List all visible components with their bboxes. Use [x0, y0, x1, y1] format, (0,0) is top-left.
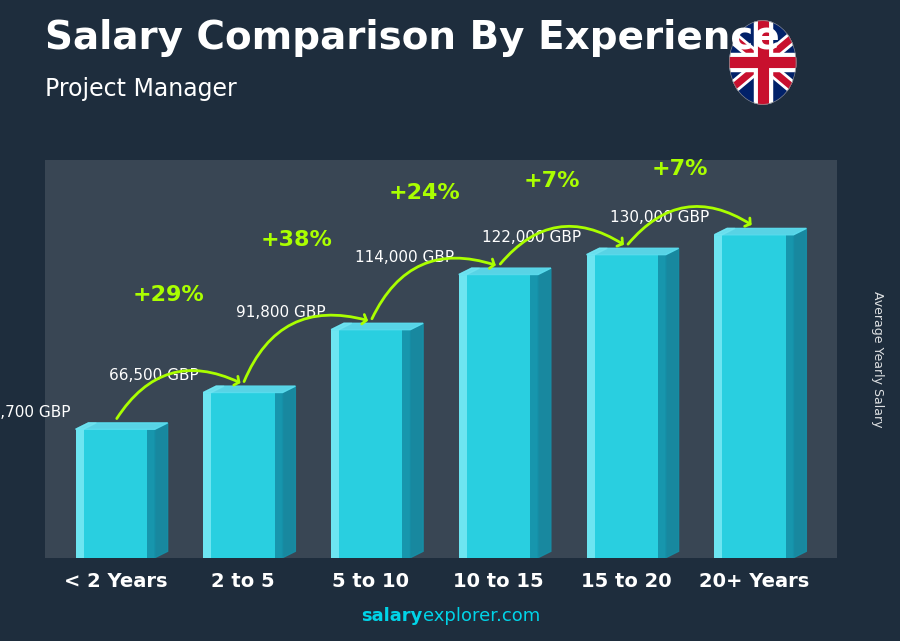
Text: 51,700 GBP: 51,700 GBP — [0, 404, 70, 420]
Polygon shape — [666, 248, 679, 558]
Bar — [786, 235, 794, 558]
Bar — [203, 392, 283, 558]
Polygon shape — [331, 323, 352, 329]
Bar — [331, 329, 410, 558]
Bar — [147, 429, 155, 558]
Bar — [402, 329, 410, 558]
Polygon shape — [538, 268, 551, 558]
Bar — [459, 274, 467, 558]
Text: 130,000 GBP: 130,000 GBP — [610, 210, 709, 225]
Polygon shape — [331, 323, 423, 329]
Polygon shape — [76, 423, 167, 429]
Text: +24%: +24% — [389, 183, 460, 203]
Text: 66,500 GBP: 66,500 GBP — [109, 368, 198, 383]
Polygon shape — [76, 423, 96, 429]
Polygon shape — [459, 268, 551, 274]
Polygon shape — [715, 228, 806, 235]
Polygon shape — [155, 423, 167, 558]
Bar — [587, 254, 595, 558]
Bar — [76, 429, 155, 558]
Bar — [274, 392, 283, 558]
Polygon shape — [794, 228, 806, 558]
Bar — [658, 254, 666, 558]
Text: explorer.com: explorer.com — [423, 607, 540, 625]
Polygon shape — [459, 268, 480, 274]
Text: Average Yearly Salary: Average Yearly Salary — [871, 291, 884, 427]
Text: Salary Comparison By Experience: Salary Comparison By Experience — [45, 19, 779, 57]
Bar — [459, 274, 538, 558]
Polygon shape — [283, 386, 295, 558]
Polygon shape — [587, 248, 608, 254]
Text: Project Manager: Project Manager — [45, 77, 237, 101]
Text: salary: salary — [362, 607, 423, 625]
Text: 114,000 GBP: 114,000 GBP — [355, 250, 454, 265]
Text: +7%: +7% — [652, 159, 708, 179]
Polygon shape — [203, 386, 224, 392]
Bar — [715, 235, 794, 558]
Text: +7%: +7% — [524, 171, 580, 191]
Bar — [76, 429, 84, 558]
Text: +38%: +38% — [261, 230, 333, 250]
Bar — [530, 274, 538, 558]
Bar — [715, 235, 723, 558]
Polygon shape — [410, 323, 423, 558]
Bar — [203, 392, 212, 558]
Polygon shape — [203, 386, 295, 392]
Polygon shape — [587, 248, 679, 254]
Text: 122,000 GBP: 122,000 GBP — [482, 230, 581, 245]
Text: +29%: +29% — [133, 285, 205, 305]
Polygon shape — [715, 228, 735, 235]
Bar — [587, 254, 666, 558]
Bar — [331, 329, 339, 558]
Text: 91,800 GBP: 91,800 GBP — [237, 305, 326, 320]
